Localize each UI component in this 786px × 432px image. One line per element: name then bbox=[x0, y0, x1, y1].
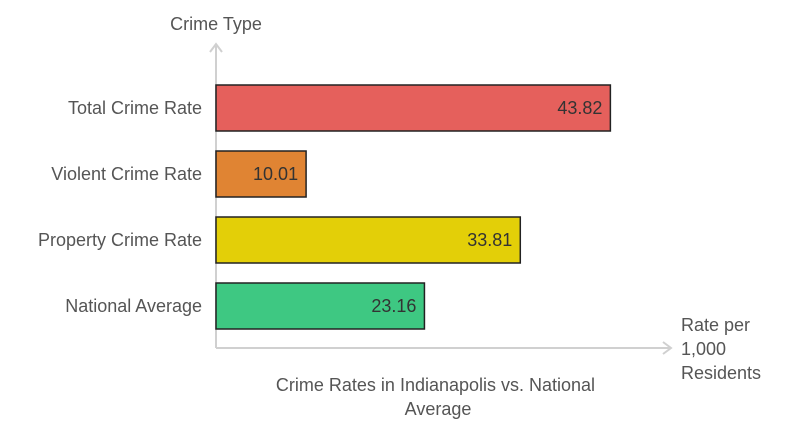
y-axis-arrow bbox=[209, 42, 223, 53]
bar-3 bbox=[215, 216, 522, 264]
x-axis-title-line-2: 1,000 bbox=[681, 339, 726, 359]
value-label-3: 33.81 bbox=[467, 230, 512, 250]
category-label-4: National Average bbox=[65, 296, 202, 316]
category-label-1: Total Crime Rate bbox=[68, 98, 202, 118]
y-axis-title: Crime Type bbox=[170, 14, 262, 34]
category-label-2: Violent Crime Rate bbox=[51, 164, 202, 184]
x-axis-title-line-3: Residents bbox=[681, 363, 761, 383]
value-label-2: 10.01 bbox=[253, 164, 298, 184]
bar-series: 43.82 Total Crime Rate 10.01 Violent Crime … bbox=[38, 84, 612, 330]
value-label-4: 23.16 bbox=[371, 296, 416, 316]
bar-4 bbox=[215, 282, 426, 330]
value-label-1: 43.82 bbox=[557, 98, 602, 118]
x-axis-arrow bbox=[662, 341, 673, 355]
x-axis-title: Rate per 1,000 Residents bbox=[681, 315, 761, 383]
chart-title: Crime Rates in Indianapolis vs. National… bbox=[276, 375, 600, 419]
bar-1 bbox=[215, 84, 612, 132]
chart-title-line-2: Average bbox=[405, 399, 472, 419]
chart-title-line-1: Crime Rates in Indianapolis vs. National bbox=[276, 375, 595, 395]
category-label-3: Property Crime Rate bbox=[38, 230, 202, 250]
x-axis-title-line-1: Rate per bbox=[681, 315, 750, 335]
bar-2 bbox=[215, 150, 307, 198]
